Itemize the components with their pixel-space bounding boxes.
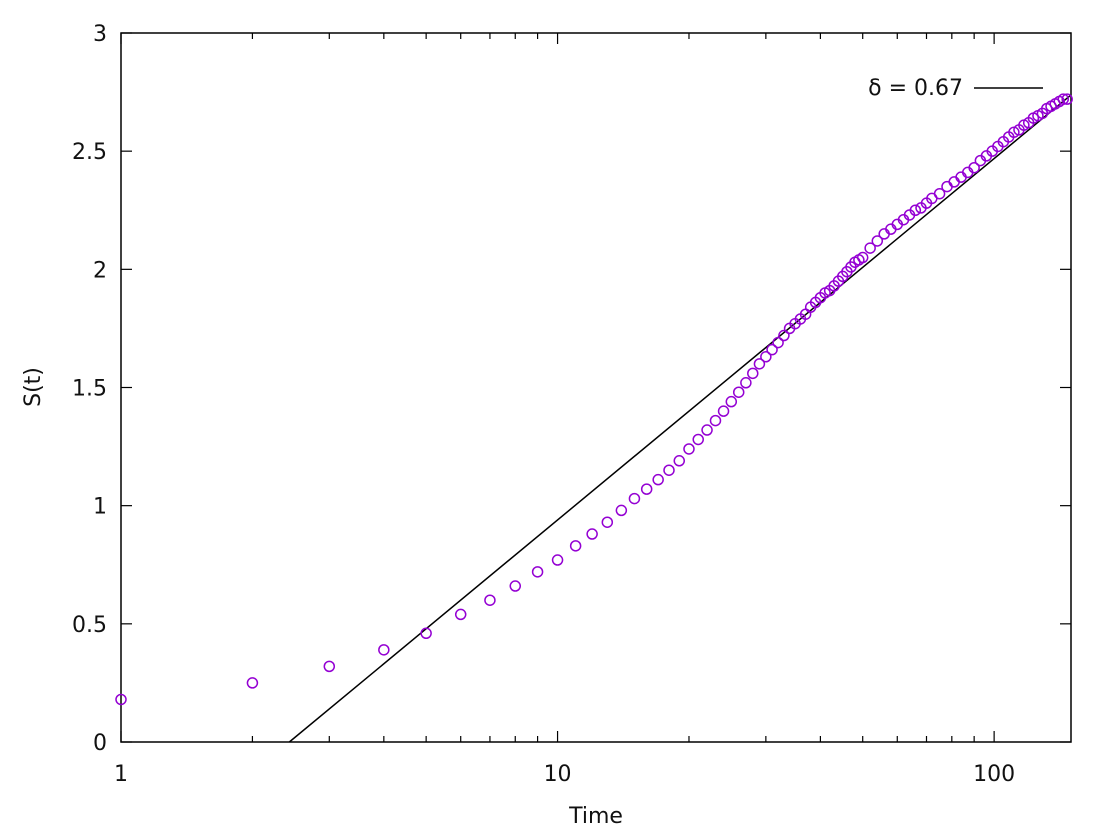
data-point bbox=[909, 204, 922, 216]
y-tick-label: 2.5 bbox=[72, 140, 107, 165]
data-point bbox=[1061, 93, 1073, 105]
data-point bbox=[740, 377, 752, 389]
fit-line-layer bbox=[288, 94, 1072, 743]
data-point bbox=[615, 504, 628, 517]
data-point bbox=[551, 554, 564, 566]
data-point bbox=[717, 405, 730, 417]
data-point bbox=[673, 455, 686, 467]
data-point bbox=[246, 677, 259, 689]
y-tick-label: 0.5 bbox=[72, 613, 107, 638]
data-point bbox=[628, 492, 641, 505]
data-point bbox=[484, 594, 496, 606]
data-point bbox=[420, 627, 432, 640]
data-point bbox=[856, 251, 869, 264]
data-point bbox=[778, 329, 790, 342]
data-point bbox=[586, 528, 598, 540]
data-point bbox=[701, 424, 713, 436]
y-tick-label: 1 bbox=[93, 495, 107, 520]
data-point bbox=[601, 516, 614, 528]
data-point bbox=[531, 566, 544, 578]
data-point bbox=[115, 693, 127, 706]
data-point bbox=[640, 483, 653, 495]
data-point bbox=[683, 443, 695, 455]
y-tick-label: 2 bbox=[93, 258, 107, 283]
y-axis-label: S(t) bbox=[21, 367, 46, 407]
data-point bbox=[692, 433, 704, 446]
data-point bbox=[732, 386, 745, 398]
data-point bbox=[766, 343, 778, 356]
data-point bbox=[725, 395, 738, 408]
x-tick-label: 10 bbox=[544, 762, 572, 787]
data-point bbox=[569, 540, 582, 552]
data-point bbox=[378, 644, 390, 656]
data-point bbox=[760, 351, 772, 363]
data-point bbox=[948, 176, 960, 188]
x-tick-label: 100 bbox=[973, 762, 1015, 787]
x-ticks: 1 10 100 bbox=[114, 33, 1015, 787]
data-point bbox=[933, 187, 946, 200]
y-tick-label: 0 bbox=[93, 731, 107, 756]
data-point bbox=[871, 235, 884, 247]
data-point bbox=[323, 660, 336, 673]
data-point bbox=[941, 180, 953, 193]
plot-frame bbox=[120, 32, 1072, 743]
x-tick-label: 1 bbox=[114, 762, 128, 787]
data-point bbox=[454, 608, 467, 621]
data-points bbox=[115, 93, 1073, 706]
data-point bbox=[509, 580, 522, 592]
data-point bbox=[652, 473, 664, 486]
data-point bbox=[709, 414, 722, 427]
data-point bbox=[753, 358, 766, 370]
x-axis-label: Time bbox=[568, 804, 623, 829]
data-point bbox=[663, 464, 675, 476]
legend: δ = 0.67 bbox=[868, 76, 1043, 101]
data-point bbox=[1057, 93, 1070, 105]
data-point bbox=[772, 336, 784, 349]
fit-line bbox=[288, 94, 1072, 743]
legend-label: δ = 0.67 bbox=[868, 76, 963, 101]
y-ticks: 0 0.5 1 1.5 2 2.5 3 bbox=[72, 22, 1071, 756]
data-point bbox=[968, 161, 980, 174]
y-tick-label: 1.5 bbox=[72, 377, 107, 402]
y-tick-label: 3 bbox=[93, 22, 107, 47]
data-point bbox=[747, 367, 759, 380]
data-point bbox=[864, 242, 876, 254]
